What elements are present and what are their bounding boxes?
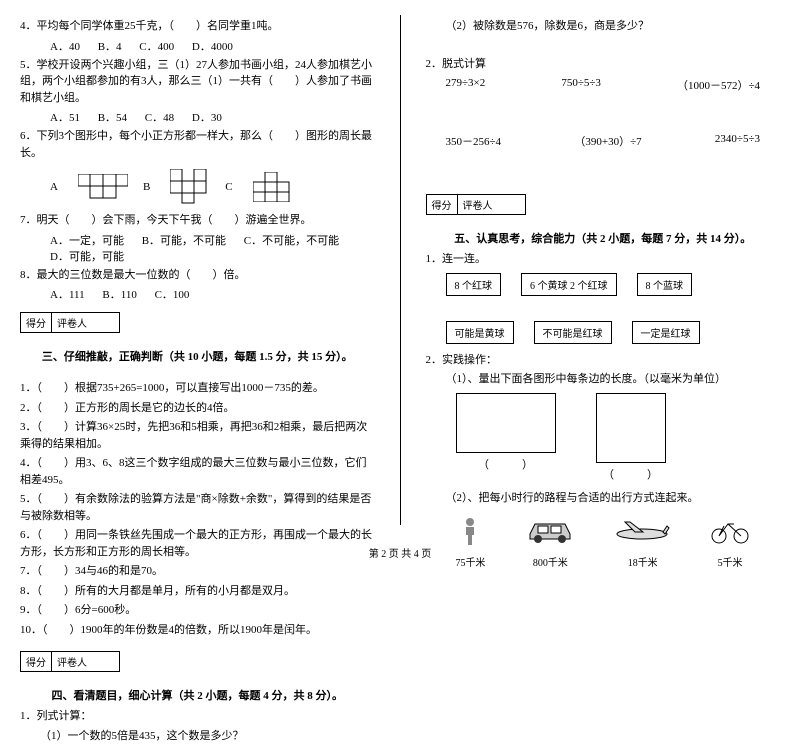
right-column: （2）被除数是576，除数是6，商是多少？ 2．脱式计算 279÷3×2 750… bbox=[426, 15, 781, 525]
opt-4a: A．40 bbox=[50, 41, 80, 53]
ball-not-red: 不可能是红球 bbox=[534, 321, 612, 344]
tf-9: 9．（ ）6分=600秒。 bbox=[20, 602, 375, 619]
opt-4d: D．4000 bbox=[192, 41, 233, 53]
section-3-score-box: 得分 评卷人 bbox=[20, 312, 120, 333]
opt-7a: A．一定，可能 bbox=[50, 235, 124, 247]
person-icon bbox=[455, 516, 485, 546]
opt-7b: B．可能，不可能 bbox=[142, 235, 226, 247]
calc-1c: （1000－572）÷4 bbox=[677, 77, 760, 93]
page-footer: 第 2 页 共 4 页 bbox=[0, 545, 800, 560]
grader-label: 评卷人 bbox=[52, 313, 92, 332]
opt-5b: B．54 bbox=[98, 112, 127, 124]
q5-1: 1．连一连。 bbox=[426, 251, 781, 268]
score-label: 得分 bbox=[21, 652, 52, 671]
q5-2a: （1）、量出下面各图形中每条边的长度。（以毫米为单位） bbox=[426, 371, 781, 388]
ball-must-red: 一定是红球 bbox=[632, 321, 700, 344]
tf-4: 4．（ ）用3、6、8这三个数字组成的最大三位数与最小三位数，它们相差495。 bbox=[20, 455, 375, 488]
tf-7: 7．（ ）34与46的和是70。 bbox=[20, 563, 375, 580]
plane-icon bbox=[615, 516, 670, 546]
ball-row-1: 8 个红球 6 个黄球 2 个红球 8 个蓝球 bbox=[446, 273, 761, 296]
calc-2b: （390+30）÷7 bbox=[574, 133, 641, 149]
car-icon bbox=[525, 516, 575, 546]
question-5-options: A．51 B．54 C．48 D．30 bbox=[20, 109, 375, 125]
section-5-title: 五、认真思考，综合能力（共 2 小题，每题 7 分，共 14 分）。 bbox=[426, 230, 781, 246]
rect-shape-1 bbox=[456, 393, 556, 453]
score-label: 得分 bbox=[21, 313, 52, 332]
opt-7d: D．可能，可能 bbox=[50, 251, 124, 263]
shape-a-icon bbox=[78, 174, 128, 199]
tf-5: 5．（ ）有余数除法的验算方法是"商×除数+余数"，算得到的结果是否与被除数相等… bbox=[20, 491, 375, 524]
question-4-options: A．40 B．4 C．400 D．4000 bbox=[20, 38, 375, 54]
grader-label: 评卷人 bbox=[52, 652, 92, 671]
calc-row-2: 350－256÷4 （390+30）÷7 2340÷5÷3 bbox=[446, 133, 761, 149]
rect-shape-2 bbox=[596, 393, 666, 463]
calc-1a: 279÷3×2 bbox=[446, 77, 486, 93]
rect-2-label: （ ） bbox=[596, 466, 666, 482]
tf-2: 2．（ ）正方形的周长是它的边长的4倍。 bbox=[20, 400, 375, 417]
shape-a-label: A bbox=[50, 181, 58, 193]
ball-yellow6: 6 个黄球 2 个红球 bbox=[521, 273, 617, 296]
section-5-score-box: 得分 评卷人 bbox=[426, 194, 526, 215]
calc-1b: 750÷5÷3 bbox=[561, 77, 601, 93]
opt-8b: B．110 bbox=[102, 289, 136, 301]
opt-8a: A．111 bbox=[50, 289, 85, 301]
ball-blue8: 8 个蓝球 bbox=[637, 273, 693, 296]
transport-person: 75千米 bbox=[455, 516, 485, 569]
shape-c-icon bbox=[253, 172, 293, 202]
bike-icon bbox=[710, 516, 750, 546]
opt-4b: B．4 bbox=[98, 41, 122, 53]
calc-2a: 350－256÷4 bbox=[446, 133, 502, 149]
section-4-title: 四、看清题目，细心计算（共 2 小题，每题 4 分，共 8 分）。 bbox=[20, 687, 375, 703]
question-4: 4．平均每个同学体重25千克，（ ）名同学重1吨。 bbox=[20, 18, 375, 35]
ball-red8: 8 个红球 bbox=[446, 273, 502, 296]
transport-car: 800千米 bbox=[525, 516, 575, 569]
transport-plane: 18千米 bbox=[615, 516, 670, 569]
shape-c-label: C bbox=[225, 181, 232, 193]
score-label: 得分 bbox=[427, 195, 458, 214]
transport-row: 75千米 800千米 18千米 5千米 bbox=[436, 516, 771, 569]
section-4-score-box: 得分 评卷人 bbox=[20, 651, 120, 672]
calc-q1-head: 1．列式计算： bbox=[20, 708, 375, 725]
tf-1: 1．（ ）根据735+265=1000，可以直接写出1000－735的差。 bbox=[20, 380, 375, 397]
shape-figures: A B C bbox=[50, 169, 375, 204]
question-8-options: A．111 B．110 C．100 bbox=[20, 286, 375, 302]
calc-q2-head: 2．脱式计算 bbox=[426, 56, 781, 73]
rect-1-label: （ ） bbox=[456, 456, 556, 472]
shape-b-icon bbox=[170, 169, 210, 204]
opt-5d: D．30 bbox=[192, 112, 222, 124]
opt-8c: C．100 bbox=[155, 289, 190, 301]
grader-label: 评卷人 bbox=[458, 195, 498, 214]
opt-5a: A．51 bbox=[50, 112, 80, 124]
q5-2b: （2）、把每小时行的路程与合适的出行方式连起来。 bbox=[426, 490, 781, 507]
opt-7c: C．不可能，不可能 bbox=[244, 235, 339, 247]
question-7-options: A．一定，可能 B．可能，不可能 C．不可能，不可能 D．可能，可能 bbox=[20, 232, 375, 264]
section-3-title: 三、仔细推敲，正确判断（共 10 小题，每题 1.5 分，共 15 分）。 bbox=[20, 348, 375, 364]
calc-q1-sub: （1）一个数的5倍是435，这个数是多少？ bbox=[20, 728, 375, 744]
left-column: 4．平均每个同学体重25千克，（ ）名同学重1吨。 A．40 B．4 C．400… bbox=[20, 15, 375, 525]
opt-5c: C．48 bbox=[145, 112, 174, 124]
calc-2c: 2340÷5÷3 bbox=[715, 133, 760, 149]
tf-8: 8．（ ）所有的大月都是单月，所有的小月都是双月。 bbox=[20, 583, 375, 600]
q5-2: 2．实践操作： bbox=[426, 352, 781, 369]
shape-b-label: B bbox=[143, 181, 150, 193]
tf-3: 3．（ ）计算36×25时，先把36和5相乘，再把36和2相乘，最后把两次乘得的… bbox=[20, 419, 375, 452]
question-7: 7．明天（ ）会下雨，今天下午我（ ）游遍全世界。 bbox=[20, 212, 375, 229]
column-divider bbox=[400, 15, 401, 525]
tf-10: 10．（ ）1900年的年份数是4的倍数，所以1900年是闰年。 bbox=[20, 622, 375, 639]
question-8: 8．最大的三位数是最大一位数的（ ）倍。 bbox=[20, 267, 375, 284]
ball-maybe-yellow: 可能是黄球 bbox=[446, 321, 514, 344]
opt-4c: C．400 bbox=[139, 41, 174, 53]
transport-bike: 5千米 bbox=[710, 516, 750, 569]
calc-q1-sub2: （2）被除数是576，除数是6，商是多少？ bbox=[426, 18, 781, 35]
rect-row: （ ） （ ） bbox=[456, 393, 751, 482]
ball-row-2: 可能是黄球 不可能是红球 一定是红球 bbox=[446, 321, 761, 344]
question-6: 6．下列3个图形中，每个小正方形都一样大，那么（ ）图形的周长最长。 bbox=[20, 128, 375, 161]
question-5: 5．学校开设两个兴趣小组，三（1）27人参加书画小组，24人参加棋艺小组，两个小… bbox=[20, 57, 375, 107]
calc-row-1: 279÷3×2 750÷5÷3 （1000－572）÷4 bbox=[446, 77, 761, 93]
